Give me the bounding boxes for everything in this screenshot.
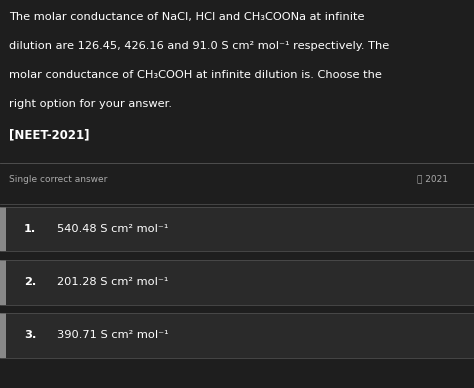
- FancyBboxPatch shape: [0, 207, 6, 251]
- Text: ⧈ 2021: ⧈ 2021: [417, 175, 448, 184]
- Text: right option for your answer.: right option for your answer.: [9, 99, 173, 109]
- Text: [NEET-2021]: [NEET-2021]: [9, 128, 90, 141]
- FancyBboxPatch shape: [0, 260, 6, 305]
- Text: 1.: 1.: [24, 224, 36, 234]
- FancyBboxPatch shape: [0, 313, 6, 358]
- Text: 3.: 3.: [24, 331, 36, 340]
- FancyBboxPatch shape: [0, 260, 474, 305]
- Text: 540.48 S cm² mol⁻¹: 540.48 S cm² mol⁻¹: [57, 224, 168, 234]
- Text: 2.: 2.: [24, 277, 36, 287]
- Text: The molar conductance of NaCl, HCl and CH₃COONa at infinite: The molar conductance of NaCl, HCl and C…: [9, 12, 365, 22]
- Text: molar conductance of CH₃COOH at infinite dilution is. Choose the: molar conductance of CH₃COOH at infinite…: [9, 70, 383, 80]
- Text: dilution are 126.45, 426.16 and 91.0 S cm² mol⁻¹ respectively. The: dilution are 126.45, 426.16 and 91.0 S c…: [9, 41, 390, 51]
- Text: Single correct answer: Single correct answer: [9, 175, 108, 184]
- FancyBboxPatch shape: [0, 207, 474, 251]
- FancyBboxPatch shape: [0, 313, 474, 358]
- Text: 201.28 S cm² mol⁻¹: 201.28 S cm² mol⁻¹: [57, 277, 168, 287]
- Text: 390.71 S cm² mol⁻¹: 390.71 S cm² mol⁻¹: [57, 331, 168, 340]
